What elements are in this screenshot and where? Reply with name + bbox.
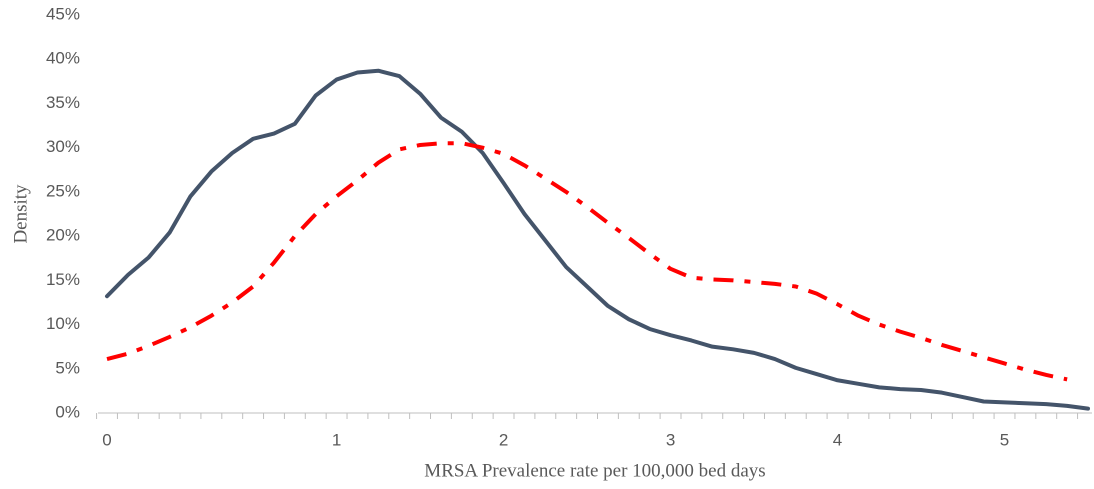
x-tick-label: 5 <box>1000 430 1009 449</box>
y-tick-label: 40% <box>46 49 80 68</box>
series-line <box>106 141 1068 382</box>
y-tick-label: 20% <box>46 226 80 245</box>
x-tick-label: 2 <box>499 430 508 449</box>
x-tick-label: 4 <box>833 430 842 449</box>
y-axis-title: Density <box>10 184 31 244</box>
y-tick-label: 30% <box>46 137 80 156</box>
y-tick-label: 10% <box>46 314 80 333</box>
y-tick-label: 15% <box>46 270 80 289</box>
y-tick-label: 45% <box>46 4 80 23</box>
x-tick-label: 0 <box>102 430 111 449</box>
y-tick-label: 5% <box>55 358 80 377</box>
y-tick-label: 35% <box>46 93 80 112</box>
x-axis-title: MRSA Prevalence rate per 100,000 bed day… <box>424 460 765 481</box>
x-tick-label: 1 <box>332 430 341 449</box>
y-tick-label: 25% <box>46 181 80 200</box>
y-tick-label: 0% <box>55 402 80 421</box>
series-line <box>105 68 1090 411</box>
x-tick-label: 3 <box>666 430 675 449</box>
